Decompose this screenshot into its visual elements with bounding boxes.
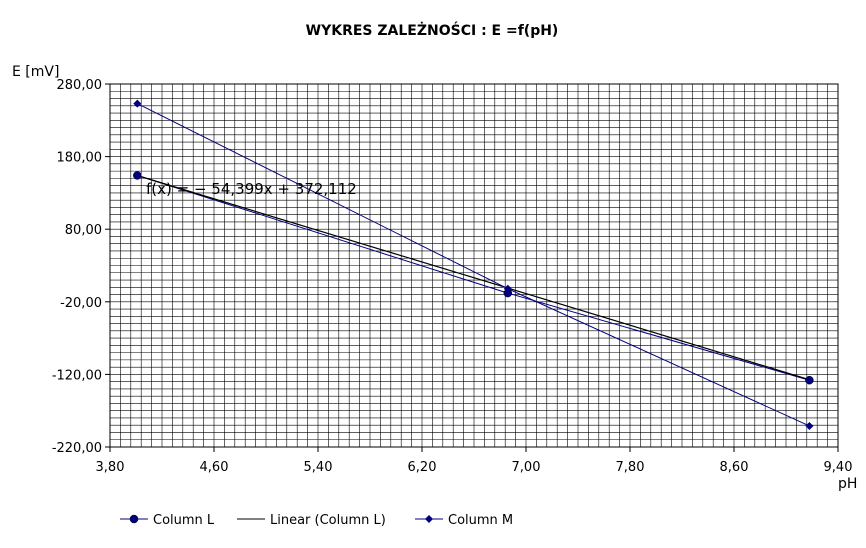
legend-column-l-label: Column L — [153, 513, 215, 528]
legend: Column L Linear (Column L) Column M — [120, 513, 513, 528]
y-tick-label: -220,00 — [52, 441, 102, 456]
x-axis-label: pH — [838, 476, 857, 492]
x-tick-label: 4,60 — [200, 460, 229, 475]
column-m-point — [503, 284, 512, 293]
x-tick-label: 7,00 — [512, 460, 541, 475]
y-tick-label: -20,00 — [60, 296, 102, 311]
y-tick-label: 280,00 — [57, 78, 103, 93]
y-axis-label: E [mV] — [12, 64, 59, 80]
axis-ticks: 3,80 4,60 5,40 6,20 7,00 7,80 8,60 9,40 280,00 18… — [52, 78, 853, 475]
x-tick-label: 5,40 — [304, 460, 333, 475]
legend-column-l-marker — [129, 514, 139, 524]
x-tick-label: 3,80 — [96, 460, 125, 475]
y-tick-label: -120,00 — [52, 368, 102, 383]
legend-column-m-label: Column M — [448, 513, 513, 528]
column-l-point — [805, 375, 814, 385]
legend-column-m-marker — [425, 515, 433, 523]
column-m-point — [805, 421, 814, 430]
linear-column-l-line — [137, 174, 810, 381]
y-tick-label: 180,00 — [57, 151, 103, 166]
x-tick-label: 6,20 — [408, 460, 437, 475]
trendline-equation: f(x) = − 54,399x + 372,112 — [146, 180, 357, 198]
series-markers — [133, 99, 814, 430]
legend-linear-column-l-label: Linear (Column L) — [270, 513, 386, 528]
chart-title: WYKRES ZALEŻNOŚCI : E =f(pH) — [306, 21, 559, 39]
column-m-point — [133, 99, 142, 108]
column-l-point — [133, 171, 142, 180]
plot-grid — [109, 83, 839, 448]
x-tick-label: 9,40 — [824, 460, 853, 475]
x-tick-label: 7,80 — [616, 460, 645, 475]
x-tick-label: 8,60 — [720, 460, 749, 475]
y-tick-label: 80,00 — [65, 223, 102, 238]
